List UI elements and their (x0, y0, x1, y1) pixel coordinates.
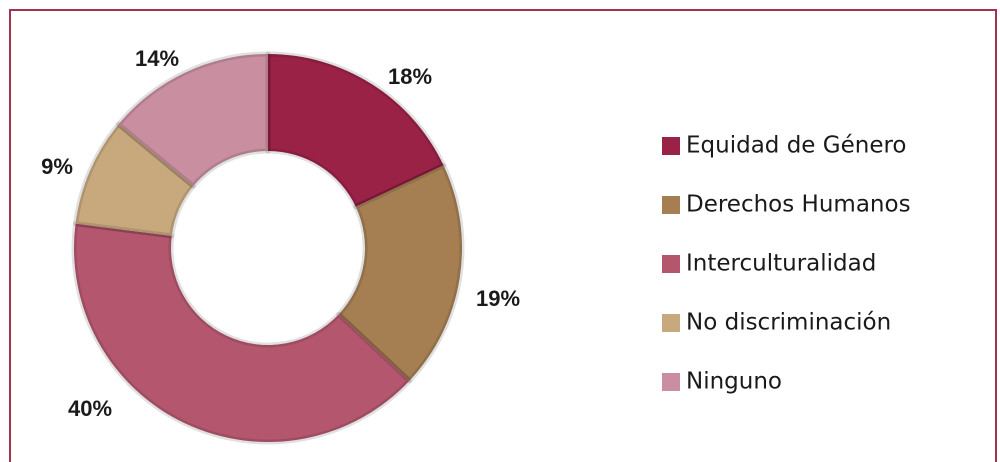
donut-slice (336, 162, 465, 384)
legend-swatch (662, 137, 680, 155)
donut-slice (71, 221, 412, 445)
donut-slice (265, 51, 447, 210)
data-label: 14% (135, 46, 179, 71)
data-label: 40% (68, 396, 112, 421)
frame (9, 9, 997, 462)
legend-label: Interculturalidad (686, 251, 876, 277)
legend-swatch (662, 196, 680, 214)
data-label: 9% (41, 154, 73, 179)
data-label: 18% (388, 64, 432, 89)
legend-swatch (662, 373, 680, 391)
legend-label: No discriminación (686, 310, 891, 336)
donut-slice (116, 51, 271, 189)
legend-swatch (662, 255, 680, 273)
legend-label: Equidad de Género (686, 133, 907, 159)
legend-label: Derechos Humanos (686, 192, 911, 218)
donut-slice (73, 121, 196, 239)
legend-label: Ninguno (686, 369, 782, 395)
data-label: 19% (476, 286, 520, 311)
legend-swatch (662, 314, 680, 332)
